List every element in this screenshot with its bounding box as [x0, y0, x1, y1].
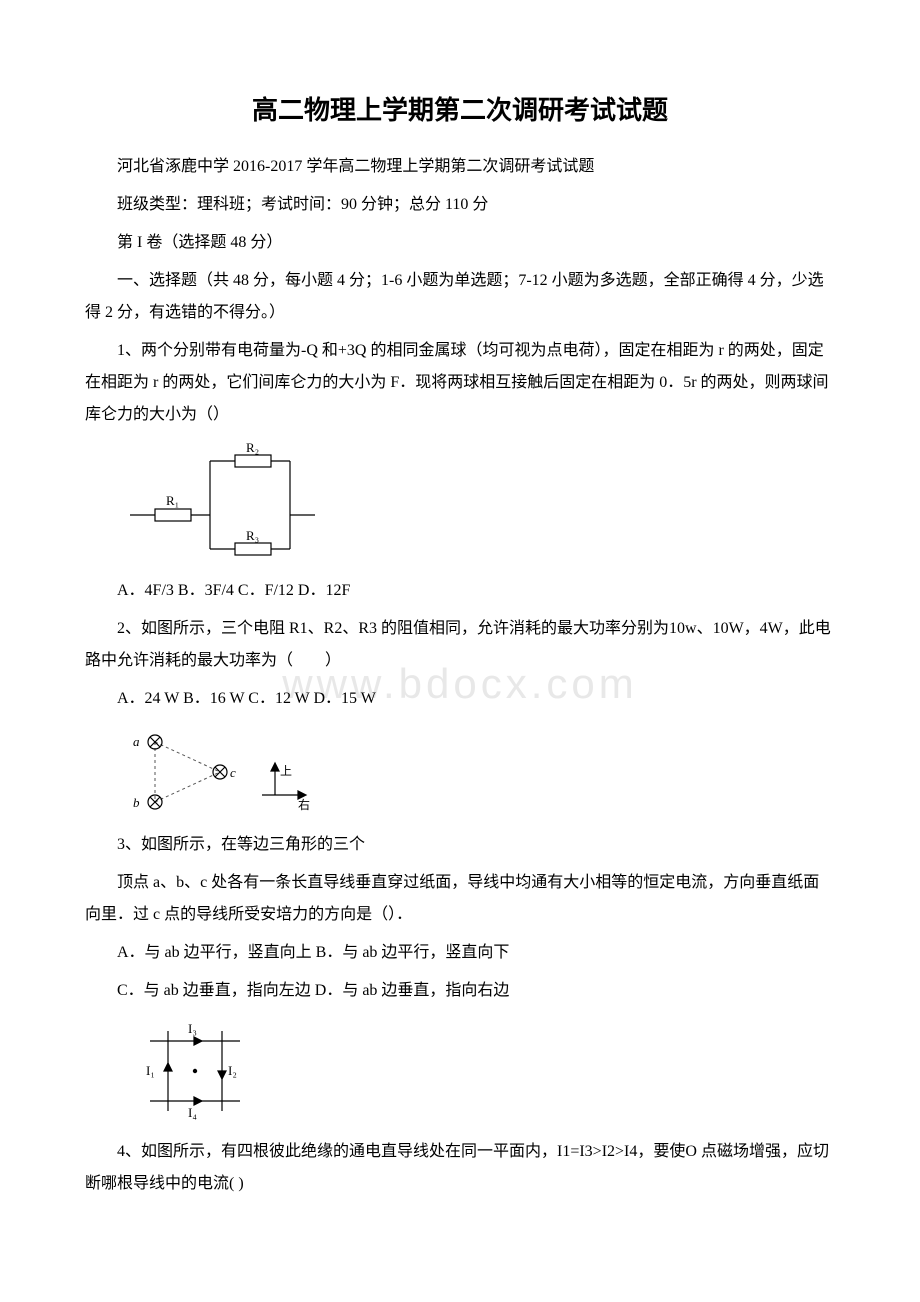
intro-line-1: 河北省涿鹿中学 2016-2017 学年高二物理上学期第二次调研考试试题 [85, 151, 835, 183]
label-i4: I₄ [188, 1105, 197, 1120]
question-2-stem: 2、如图所示，三个电阻 R1、R2、R3 的阻值相同，允许消耗的最大功率分别为1… [85, 613, 835, 677]
wires-svg: I₃ I₄ I₁ I₂ [130, 1019, 260, 1124]
triangle-svg: a b c 上 右 [130, 727, 330, 817]
label-r3: R₃ [246, 528, 259, 543]
label-a: a [133, 734, 140, 749]
question-2-options: A．24 W B．16 W C．12 W D．15 W [85, 683, 835, 715]
question-4-stem: 4、如图所示，有四根彼此绝缘的通电直导线处在同一平面内，I1=I3>I2>I4，… [85, 1136, 835, 1200]
label-b: b [133, 795, 140, 810]
document-body: 高二物理上学期第二次调研考试试题 河北省涿鹿中学 2016-2017 学年高二物… [85, 90, 835, 1200]
intro-line-2: 班级类型：理科班；考试时间：90 分钟；总分 110 分 [85, 189, 835, 221]
question-3-options-2: C．与 ab 边垂直，指向左边 D．与 ab 边垂直，指向右边 [85, 975, 835, 1007]
question-3-stem-b: 顶点 a、b、c 处各有一条长直导线垂直穿过纸面，导线中均通有大小相等的恒定电流… [85, 867, 835, 931]
label-r1: R₁ [166, 493, 179, 508]
label-i2: I₂ [228, 1063, 237, 1078]
figure-triangle: a b c 上 右 [130, 727, 835, 817]
question-3-options-1: A．与 ab 边平行，竖直向上 B．与 ab 边平行，竖直向下 [85, 937, 835, 969]
question-1-options: A．4F/3 B．3F/4 C．F/12 D．12F [85, 575, 835, 607]
label-c: c [230, 765, 236, 780]
figure-circuit: R₁ R₂ R₃ [130, 443, 835, 563]
label-i3: I₃ [188, 1021, 197, 1036]
section-1-heading: 第 I 卷（选择题 48 分） [85, 227, 835, 259]
instructions: 一、选择题（共 48 分，每小题 4 分；1-6 小题为单选题；7-12 小题为… [85, 265, 835, 329]
label-right: 右 [298, 797, 310, 812]
label-r2: R₂ [246, 443, 259, 455]
question-1-stem: 1、两个分别带有电荷量为-Q 和+3Q 的相同金属球（均可视为点电荷），固定在相… [85, 335, 835, 431]
circuit-svg: R₁ R₂ R₃ [130, 443, 315, 563]
label-i1: I₁ [146, 1063, 155, 1078]
label-up: 上 [280, 764, 292, 778]
question-3-stem-a: 3、如图所示，在等边三角形的三个 [85, 829, 835, 861]
page-title: 高二物理上学期第二次调研考试试题 [85, 90, 835, 127]
figure-four-wires: I₃ I₄ I₁ I₂ [130, 1019, 835, 1124]
